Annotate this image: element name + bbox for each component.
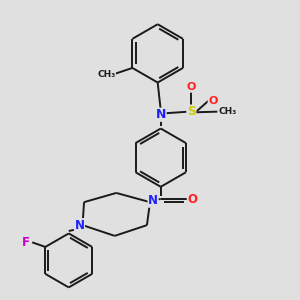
- Text: F: F: [22, 236, 30, 249]
- Text: N: N: [155, 108, 166, 121]
- Text: CH₃: CH₃: [218, 107, 236, 116]
- Text: S: S: [187, 105, 196, 118]
- Text: CH₃: CH₃: [97, 70, 116, 79]
- Text: O: O: [208, 96, 218, 106]
- Text: O: O: [187, 193, 197, 206]
- Text: N: N: [148, 194, 158, 207]
- Text: O: O: [187, 82, 196, 92]
- Text: N: N: [74, 219, 85, 232]
